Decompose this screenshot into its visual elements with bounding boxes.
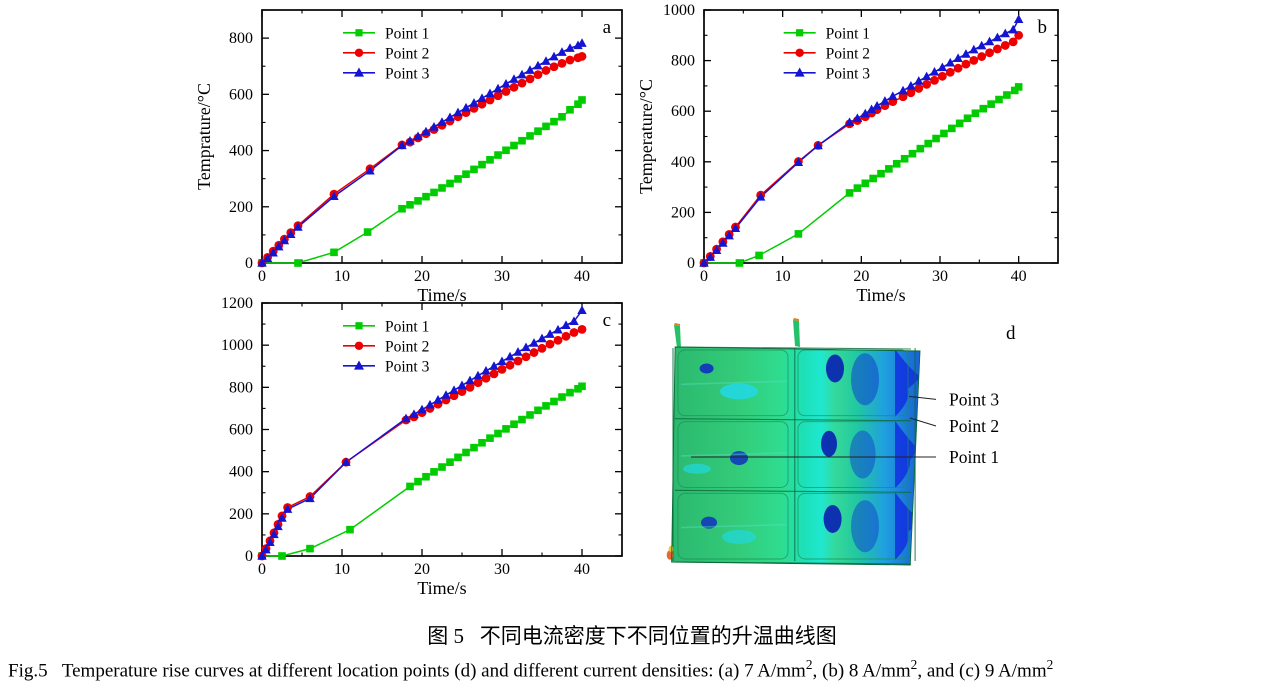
- svg-text:200: 200: [229, 199, 253, 216]
- svg-text:Time/s: Time/s: [856, 285, 905, 305]
- svg-text:b: b: [1038, 17, 1048, 38]
- svg-text:Point 3: Point 3: [826, 65, 871, 82]
- svg-text:400: 400: [671, 154, 695, 171]
- svg-text:20: 20: [414, 561, 430, 578]
- svg-text:Point 2: Point 2: [949, 416, 999, 436]
- svg-text:40: 40: [574, 561, 590, 578]
- svg-text:Point 3: Point 3: [949, 389, 999, 409]
- svg-text:Point 1: Point 1: [949, 447, 999, 467]
- svg-text:400: 400: [229, 143, 253, 160]
- svg-text:Point 2: Point 2: [826, 45, 870, 62]
- svg-text:10: 10: [334, 268, 350, 285]
- svg-text:0: 0: [700, 268, 708, 285]
- svg-text:10: 10: [775, 268, 791, 285]
- svg-text:Point 3: Point 3: [385, 65, 430, 82]
- svg-text:800: 800: [671, 53, 695, 70]
- svg-text:0: 0: [245, 255, 253, 272]
- svg-text:40: 40: [574, 268, 590, 285]
- svg-text:800: 800: [229, 379, 253, 396]
- svg-text:a: a: [603, 17, 612, 38]
- svg-text:Time/s: Time/s: [417, 285, 466, 305]
- svg-text:Point 2: Point 2: [385, 45, 429, 62]
- svg-text:20: 20: [853, 268, 869, 285]
- svg-text:600: 600: [229, 86, 253, 103]
- svg-text:0: 0: [258, 561, 266, 578]
- svg-text:Point 3: Point 3: [385, 358, 430, 375]
- svg-text:800: 800: [229, 30, 253, 47]
- svg-text:0: 0: [258, 268, 266, 285]
- svg-text:Temperature/°C: Temperature/°C: [636, 79, 656, 194]
- svg-text:600: 600: [671, 103, 695, 120]
- svg-text:400: 400: [229, 464, 253, 481]
- svg-text:Temprature/°C: Temprature/°C: [194, 83, 214, 190]
- svg-text:600: 600: [229, 422, 253, 439]
- svg-text:0: 0: [245, 548, 253, 565]
- svg-text:200: 200: [671, 204, 695, 221]
- svg-text:Time/s: Time/s: [417, 578, 466, 598]
- svg-text:Point 1: Point 1: [385, 25, 429, 42]
- svg-text:30: 30: [494, 268, 510, 285]
- svg-text:30: 30: [932, 268, 948, 285]
- svg-text:20: 20: [414, 268, 430, 285]
- svg-text:Point 1: Point 1: [826, 25, 870, 42]
- svg-text:30: 30: [494, 561, 510, 578]
- svg-text:200: 200: [229, 506, 253, 523]
- svg-text:40: 40: [1011, 268, 1027, 285]
- svg-text:1000: 1000: [663, 2, 695, 19]
- svg-text:10: 10: [334, 561, 350, 578]
- svg-text:0: 0: [687, 255, 695, 272]
